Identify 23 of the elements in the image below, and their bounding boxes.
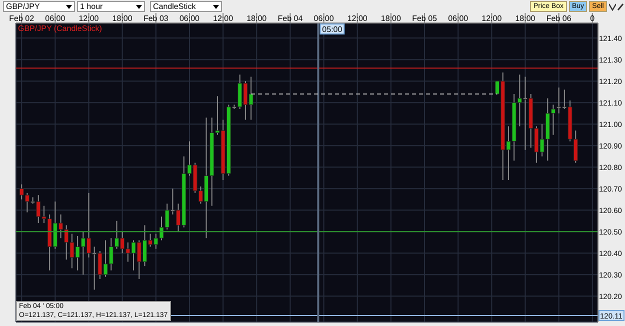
text: CandleStick — [153, 2, 196, 11]
x-tick-label: 12:00 — [482, 14, 502, 23]
x-tick-label: 18:00 — [380, 14, 402, 23]
text: GBP/JPY — [6, 2, 40, 11]
x-tick-label: Feb 06 — [546, 14, 572, 23]
text: 1 hour — [80, 2, 103, 11]
x-tick-label: Feb 02 — [9, 14, 35, 23]
x-tick-label: Feb 05 — [412, 14, 438, 23]
x-tick-label: 12:00 — [78, 14, 100, 23]
x-tick-label: 06:00 — [179, 14, 200, 23]
x-tick-label: 0 — [590, 14, 596, 23]
x-tick-label: 12:00 — [347, 14, 368, 23]
x-tick-label: 06:00 — [45, 14, 66, 23]
x-tick-label: Feb 04 — [278, 14, 304, 23]
x-tick-label: 18:00 — [515, 14, 536, 23]
x-tick-label: 18:00 — [112, 14, 133, 23]
x-tick-label: 18:00 — [246, 14, 268, 23]
x-tick-label: 06:00 — [448, 14, 469, 23]
x-tick-label: Feb 03 — [143, 14, 169, 23]
x-tick-label: 12:00 — [213, 14, 234, 23]
x-tick-label: 06:00 — [314, 14, 334, 23]
chart-title: GBP/JPY (CandleStick) — [18, 24, 102, 33]
ref-line-label: 05:00 — [322, 25, 343, 34]
